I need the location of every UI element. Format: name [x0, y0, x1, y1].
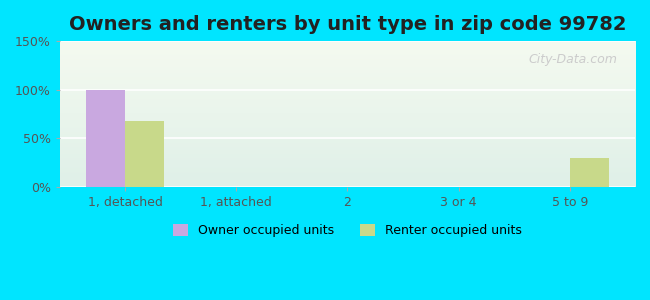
Title: Owners and renters by unit type in zip code 99782: Owners and renters by unit type in zip c…: [69, 15, 626, 34]
Text: City-Data.com: City-Data.com: [529, 53, 617, 66]
Bar: [86, 90, 125, 187]
Legend: Owner occupied units, Renter occupied units: Owner occupied units, Renter occupied un…: [168, 219, 526, 242]
Bar: [125, 121, 164, 187]
Bar: [570, 158, 609, 187]
